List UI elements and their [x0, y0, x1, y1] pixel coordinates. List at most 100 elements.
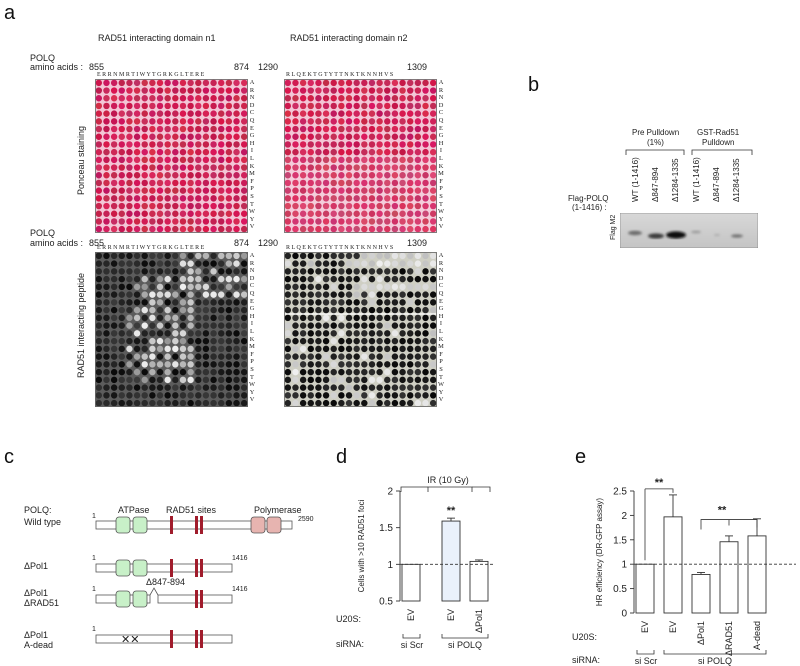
peptide-spot [118, 291, 125, 298]
peptide-spot [218, 95, 225, 102]
peptide-spot [284, 399, 292, 407]
peptide-spot [103, 283, 110, 291]
peptide-spot [210, 268, 217, 275]
peptide-spot [225, 361, 233, 368]
peptide-spot [218, 156, 225, 164]
peptide-spot [384, 87, 391, 94]
peptide-spot [126, 156, 133, 164]
peptide-spot [179, 187, 187, 194]
peptide-spot [110, 283, 118, 291]
peptide-spot [292, 283, 299, 291]
peptide-spot [172, 141, 179, 148]
peptide-spot [384, 225, 391, 233]
peptide-spot [240, 353, 248, 360]
peptide-spot [179, 314, 187, 322]
peptide-spot [95, 330, 103, 337]
peptide-spot [399, 195, 406, 202]
row-aa-label: R [438, 86, 444, 94]
peptide-spot [299, 210, 307, 217]
row-aa-label: T [439, 373, 443, 381]
row-aa-label: T [250, 373, 254, 381]
peptide-spot [345, 179, 353, 187]
peptide-spot [95, 179, 103, 187]
peptide-spot [141, 361, 148, 368]
peptide-spot [187, 179, 194, 187]
peptide-spot [422, 125, 429, 133]
peptide-spot [399, 322, 406, 329]
peptide-spot [110, 252, 118, 260]
peptide-spot [338, 118, 345, 125]
peptide-spot [414, 322, 422, 329]
peptide-spot [126, 368, 133, 376]
peptide-spot [368, 384, 376, 391]
peptide-spot [202, 210, 210, 217]
peptide-spot [210, 148, 217, 156]
peptide-spot [149, 187, 156, 194]
peptide-spot [103, 164, 110, 171]
peptide-spot [414, 260, 422, 267]
peptide-spot [384, 392, 391, 399]
peptide-spot [307, 337, 314, 345]
peptide-spot [368, 133, 376, 140]
peptide-spot [391, 260, 399, 267]
peptide-spot [429, 210, 437, 217]
peptide-spot [345, 384, 353, 391]
peptide-spot [179, 218, 187, 225]
peptide-spot [330, 125, 337, 133]
peptide-spot [141, 195, 148, 202]
peptide-spot [118, 252, 125, 260]
peptide-spot [233, 118, 240, 125]
peptide-spot [414, 353, 422, 360]
peptide-spot [376, 118, 383, 125]
peptide-spot [179, 384, 187, 391]
row-aa-label: R [249, 259, 255, 267]
peptide-spot [330, 95, 337, 102]
peptide-spot [210, 125, 217, 133]
row-aa-label: A [438, 252, 444, 259]
peptide-spot [172, 218, 179, 225]
peptide-spot [307, 345, 314, 353]
peptide-spot [118, 322, 125, 329]
peptide-spot [133, 392, 141, 399]
peptide-spot [429, 353, 437, 360]
peptide-spot [225, 225, 233, 233]
peptide-spot [422, 291, 429, 298]
polq-label-top: POLQ [30, 53, 56, 63]
peptide-spot [353, 187, 360, 194]
peptide-spot [414, 195, 422, 202]
peptide-spot [345, 306, 353, 314]
rad51-sites-label: RAD51 sites [166, 505, 217, 515]
peptide-spot [149, 283, 156, 291]
peptide-spot [368, 125, 376, 133]
peptide-spot [95, 156, 103, 164]
peptide-spot [195, 102, 202, 110]
peptide-spot [195, 218, 202, 225]
peptide-spot [187, 361, 194, 368]
peptide-spot [315, 195, 322, 202]
peptide-spot [240, 299, 248, 306]
peptide-spot [284, 376, 292, 384]
peptide-spot [338, 156, 345, 164]
peptide-spot [195, 368, 202, 376]
peptide-spot [368, 322, 376, 329]
peptide-spot [225, 87, 233, 94]
peptide-spot [133, 195, 141, 202]
peptide-spot [218, 210, 225, 217]
peptide-spot [330, 252, 337, 260]
peptide-spot [210, 291, 217, 298]
peptide-spot [218, 187, 225, 194]
peptide-spot [315, 337, 322, 345]
peptide-spot [330, 260, 337, 267]
peptide-spot [95, 368, 103, 376]
peptide-spot [126, 210, 133, 217]
peptide-spot [141, 102, 148, 110]
peptide-spot [172, 202, 179, 210]
peptide-spot [195, 299, 202, 306]
peptide-spot [414, 95, 422, 102]
peptide-spot [307, 148, 314, 156]
peptide-spot [376, 125, 383, 133]
peptide-spot [399, 283, 406, 291]
peptide-spot [407, 195, 414, 202]
row-aa-label: M [438, 343, 444, 351]
peptide-spot [210, 345, 217, 353]
